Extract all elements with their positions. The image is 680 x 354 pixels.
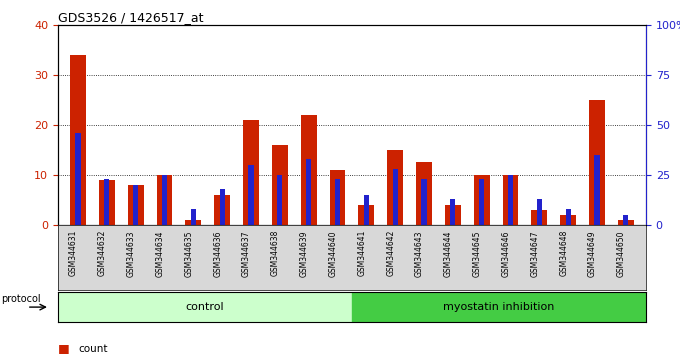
Bar bbox=[364, 195, 369, 225]
Bar bbox=[301, 115, 317, 225]
Text: GSM344631: GSM344631 bbox=[69, 230, 78, 276]
Text: ■: ■ bbox=[58, 342, 69, 354]
Text: GDS3526 / 1426517_at: GDS3526 / 1426517_at bbox=[58, 11, 203, 24]
Bar bbox=[445, 205, 461, 225]
Text: GSM344638: GSM344638 bbox=[271, 230, 279, 276]
Bar bbox=[624, 215, 628, 225]
Text: GSM344639: GSM344639 bbox=[300, 230, 309, 276]
Bar bbox=[560, 215, 576, 225]
Text: GSM344643: GSM344643 bbox=[415, 230, 424, 276]
Bar bbox=[503, 175, 518, 225]
Text: GSM344635: GSM344635 bbox=[184, 230, 193, 276]
Text: GSM344640: GSM344640 bbox=[328, 230, 337, 276]
Bar bbox=[335, 179, 340, 225]
Bar bbox=[589, 100, 605, 225]
Bar bbox=[248, 165, 254, 225]
Text: GSM344636: GSM344636 bbox=[213, 230, 222, 276]
Bar bbox=[594, 155, 600, 225]
Bar bbox=[156, 175, 173, 225]
Text: count: count bbox=[78, 344, 107, 354]
Text: GSM344648: GSM344648 bbox=[559, 230, 568, 276]
Text: GSM344650: GSM344650 bbox=[617, 230, 626, 276]
Bar bbox=[474, 175, 490, 225]
Text: GSM344632: GSM344632 bbox=[98, 230, 107, 276]
Bar bbox=[358, 205, 374, 225]
Bar bbox=[479, 179, 484, 225]
Bar bbox=[58, 292, 352, 322]
Bar bbox=[531, 210, 547, 225]
Bar bbox=[243, 120, 259, 225]
Bar bbox=[566, 209, 571, 225]
Bar bbox=[128, 185, 143, 225]
Bar bbox=[618, 220, 634, 225]
Bar bbox=[422, 179, 426, 225]
Text: GSM344649: GSM344649 bbox=[588, 230, 597, 276]
Bar bbox=[75, 133, 80, 225]
Text: GSM344634: GSM344634 bbox=[156, 230, 165, 276]
Bar bbox=[392, 169, 398, 225]
Bar bbox=[214, 195, 230, 225]
Bar bbox=[186, 220, 201, 225]
Text: GSM344645: GSM344645 bbox=[473, 230, 481, 276]
Bar bbox=[99, 180, 115, 225]
Bar bbox=[220, 189, 225, 225]
Text: GSM344642: GSM344642 bbox=[386, 230, 395, 276]
Bar bbox=[162, 175, 167, 225]
Text: GSM344644: GSM344644 bbox=[444, 230, 453, 276]
Bar bbox=[272, 145, 288, 225]
Bar bbox=[330, 170, 345, 225]
Bar bbox=[450, 199, 456, 225]
Bar bbox=[104, 179, 109, 225]
Text: GSM344641: GSM344641 bbox=[357, 230, 367, 276]
Bar bbox=[387, 150, 403, 225]
Text: protocol: protocol bbox=[1, 293, 41, 304]
Bar bbox=[416, 162, 432, 225]
Bar bbox=[306, 159, 311, 225]
Text: GSM344647: GSM344647 bbox=[530, 230, 539, 276]
Text: GSM344637: GSM344637 bbox=[242, 230, 251, 276]
Bar bbox=[508, 175, 513, 225]
Bar bbox=[352, 292, 646, 322]
Bar bbox=[190, 209, 196, 225]
Text: myostatin inhibition: myostatin inhibition bbox=[443, 302, 555, 312]
Text: GSM344646: GSM344646 bbox=[501, 230, 511, 276]
Text: GSM344633: GSM344633 bbox=[126, 230, 135, 276]
Text: control: control bbox=[186, 302, 224, 312]
Bar bbox=[133, 185, 138, 225]
Bar bbox=[277, 175, 282, 225]
Bar bbox=[537, 199, 542, 225]
Bar bbox=[70, 55, 86, 225]
